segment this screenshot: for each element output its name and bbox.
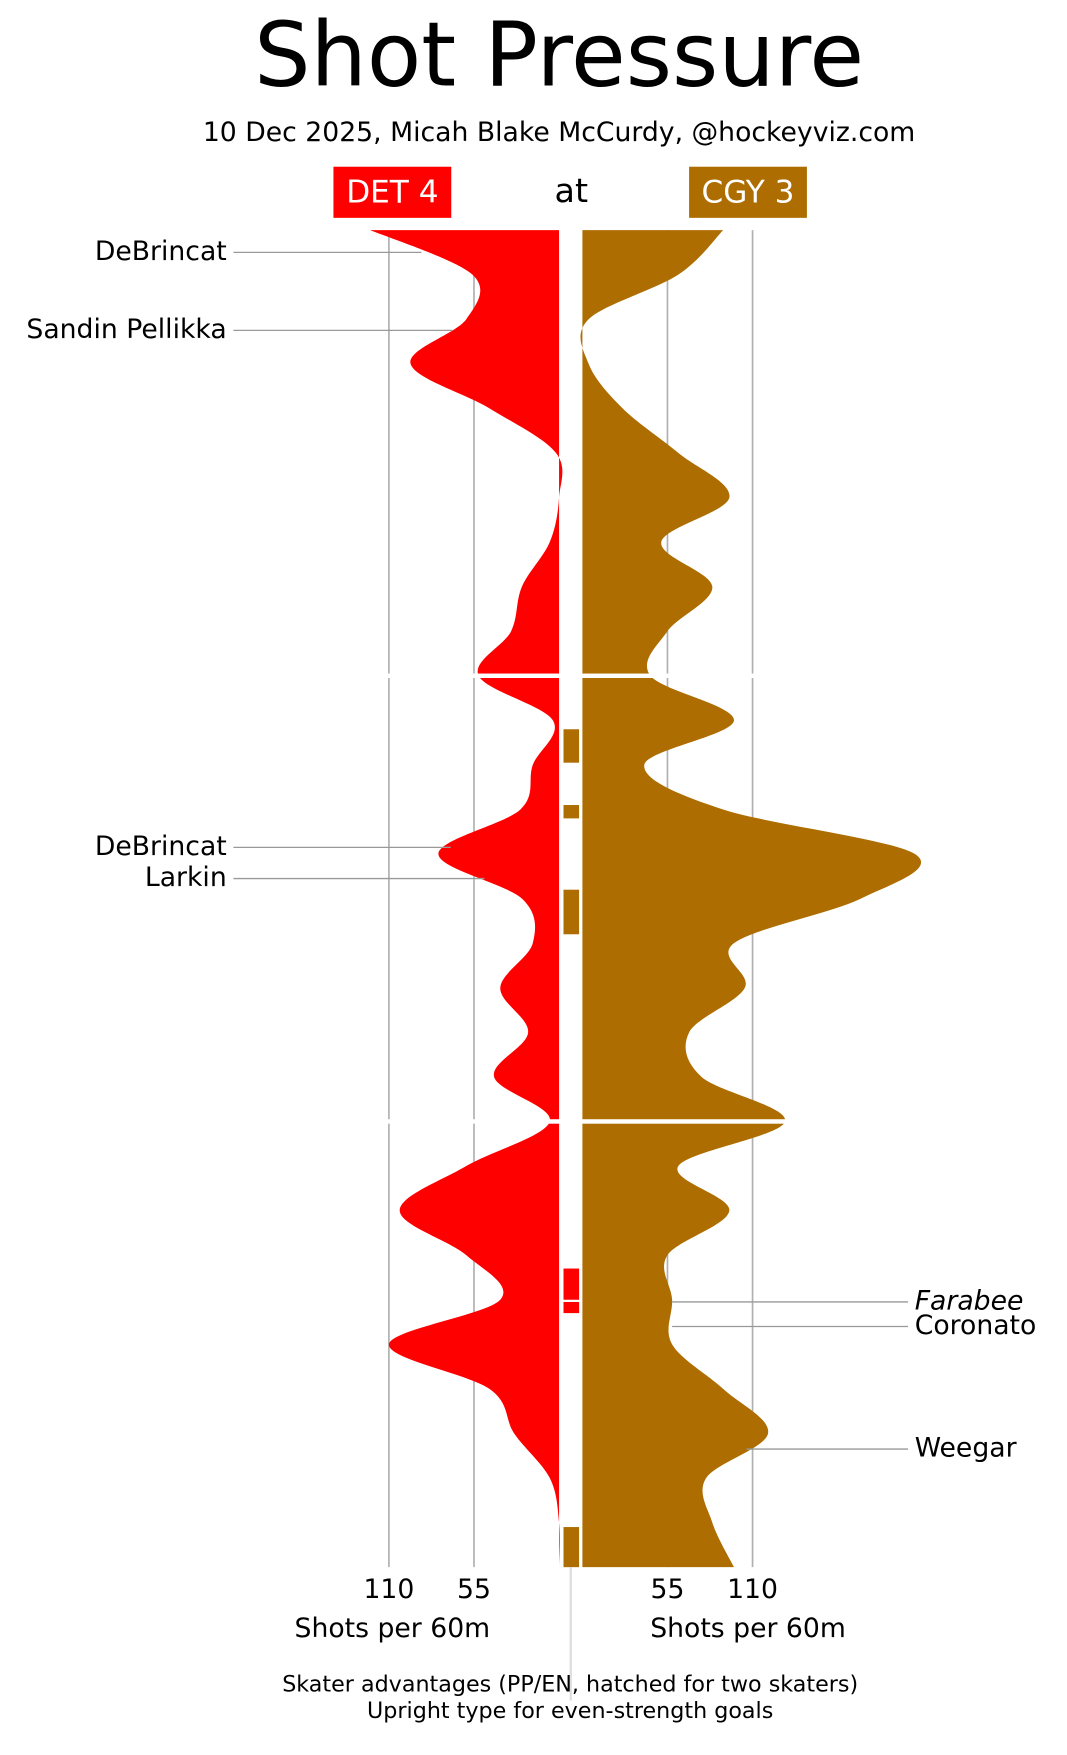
goal-label: Weegar (915, 1433, 1017, 1464)
period-break (166, 673, 967, 678)
goal-label: Larkin (145, 862, 227, 893)
footnote: Upright type for even-strength goals (367, 1698, 773, 1724)
chart-title: Shot Pressure (254, 3, 864, 107)
pressure-area (580, 230, 922, 1568)
team-box (333, 166, 452, 218)
period-break (166, 1119, 967, 1124)
goal-label: DeBrincat (95, 831, 227, 862)
x-axis-label: Shots per 60m (650, 1613, 846, 1644)
x-tick-label: 110 (727, 1574, 778, 1605)
chart-subtitle: 10 Dec 2025, Micah Blake McCurdy, @hocke… (203, 117, 915, 148)
goal-label: DeBrincat (95, 236, 227, 267)
footnote: Skater advantages (PP/EN, hatched for tw… (282, 1671, 858, 1697)
skater-advantage (563, 889, 580, 935)
skater-advantage (563, 1268, 580, 1300)
skater-advantage (563, 1527, 580, 1568)
goal-label: Coronato (915, 1310, 1037, 1341)
x-axis-label: Shots per 60m (295, 1613, 491, 1644)
team-label: DET 4 (346, 174, 438, 210)
connector: at (555, 171, 589, 210)
skater-advantage (563, 1301, 580, 1314)
pressure-area (370, 230, 563, 1568)
team-box (689, 166, 807, 218)
team-label: CGY 3 (702, 174, 795, 210)
x-tick-label: 110 (363, 1574, 414, 1605)
skater-advantage (563, 729, 580, 763)
goal-label: Sandin Pellikka (26, 314, 226, 345)
skater-advantage (563, 805, 580, 819)
x-tick-label: 55 (651, 1574, 685, 1605)
goal-label: Farabee (915, 1285, 1024, 1316)
x-tick-label: 55 (457, 1574, 491, 1605)
